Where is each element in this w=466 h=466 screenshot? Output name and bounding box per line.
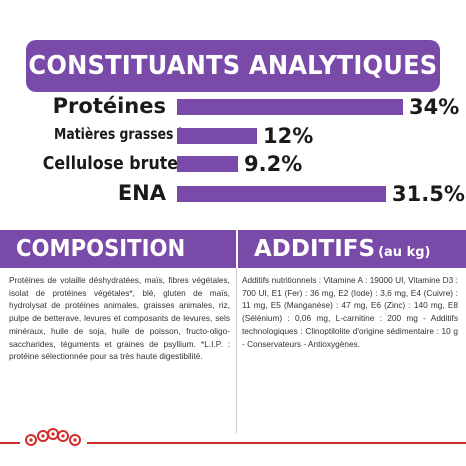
nutrient-value-cellulose: 9.2%	[244, 152, 303, 176]
additifs-header: ADDITIFS (au kg)	[236, 230, 466, 268]
nutrient-label-matieres-grasses: Matières grasses brutes	[54, 125, 224, 143]
nutrient-label-cellulose: Cellulose brute	[42, 153, 179, 174]
brand-line-right	[87, 442, 466, 444]
composition-text: Protéines de volaille déshydratées, maïs…	[9, 275, 230, 362]
nutrient-value-matieres-grasses: 12%	[263, 124, 314, 148]
composition-header: COMPOSITION	[0, 230, 236, 268]
brand-line-left	[0, 442, 20, 444]
composition-title: COMPOSITION	[16, 236, 186, 262]
nutrient-value-ena: 31.5%	[392, 182, 465, 206]
additifs-title: ADDITIFS	[254, 236, 376, 262]
banner-title: CONSTITUANTS ANALYTIQUES	[28, 51, 438, 81]
royal-canin-crown-icon	[22, 425, 84, 454]
nutrient-bar-proteines	[177, 99, 403, 115]
nutrient-label-ena: ENA	[117, 181, 166, 205]
nutrient-value-proteines: 34%	[409, 95, 460, 119]
additifs-subtitle: (au kg)	[378, 245, 431, 260]
analytical-constituents-banner: CONSTITUANTS ANALYTIQUES	[26, 40, 440, 92]
additifs-title-wrap: ADDITIFS (au kg)	[254, 236, 430, 262]
nutrient-bar-cellulose	[177, 156, 238, 172]
additifs-text: Additifs nutritionnels : Vitamine A : 19…	[242, 275, 458, 349]
nutrient-bar-matieres-grasses	[177, 128, 257, 144]
column-divider	[236, 268, 237, 433]
nutrient-bar-ena	[177, 186, 386, 202]
nutrient-label-proteines: Protéines	[52, 94, 166, 118]
